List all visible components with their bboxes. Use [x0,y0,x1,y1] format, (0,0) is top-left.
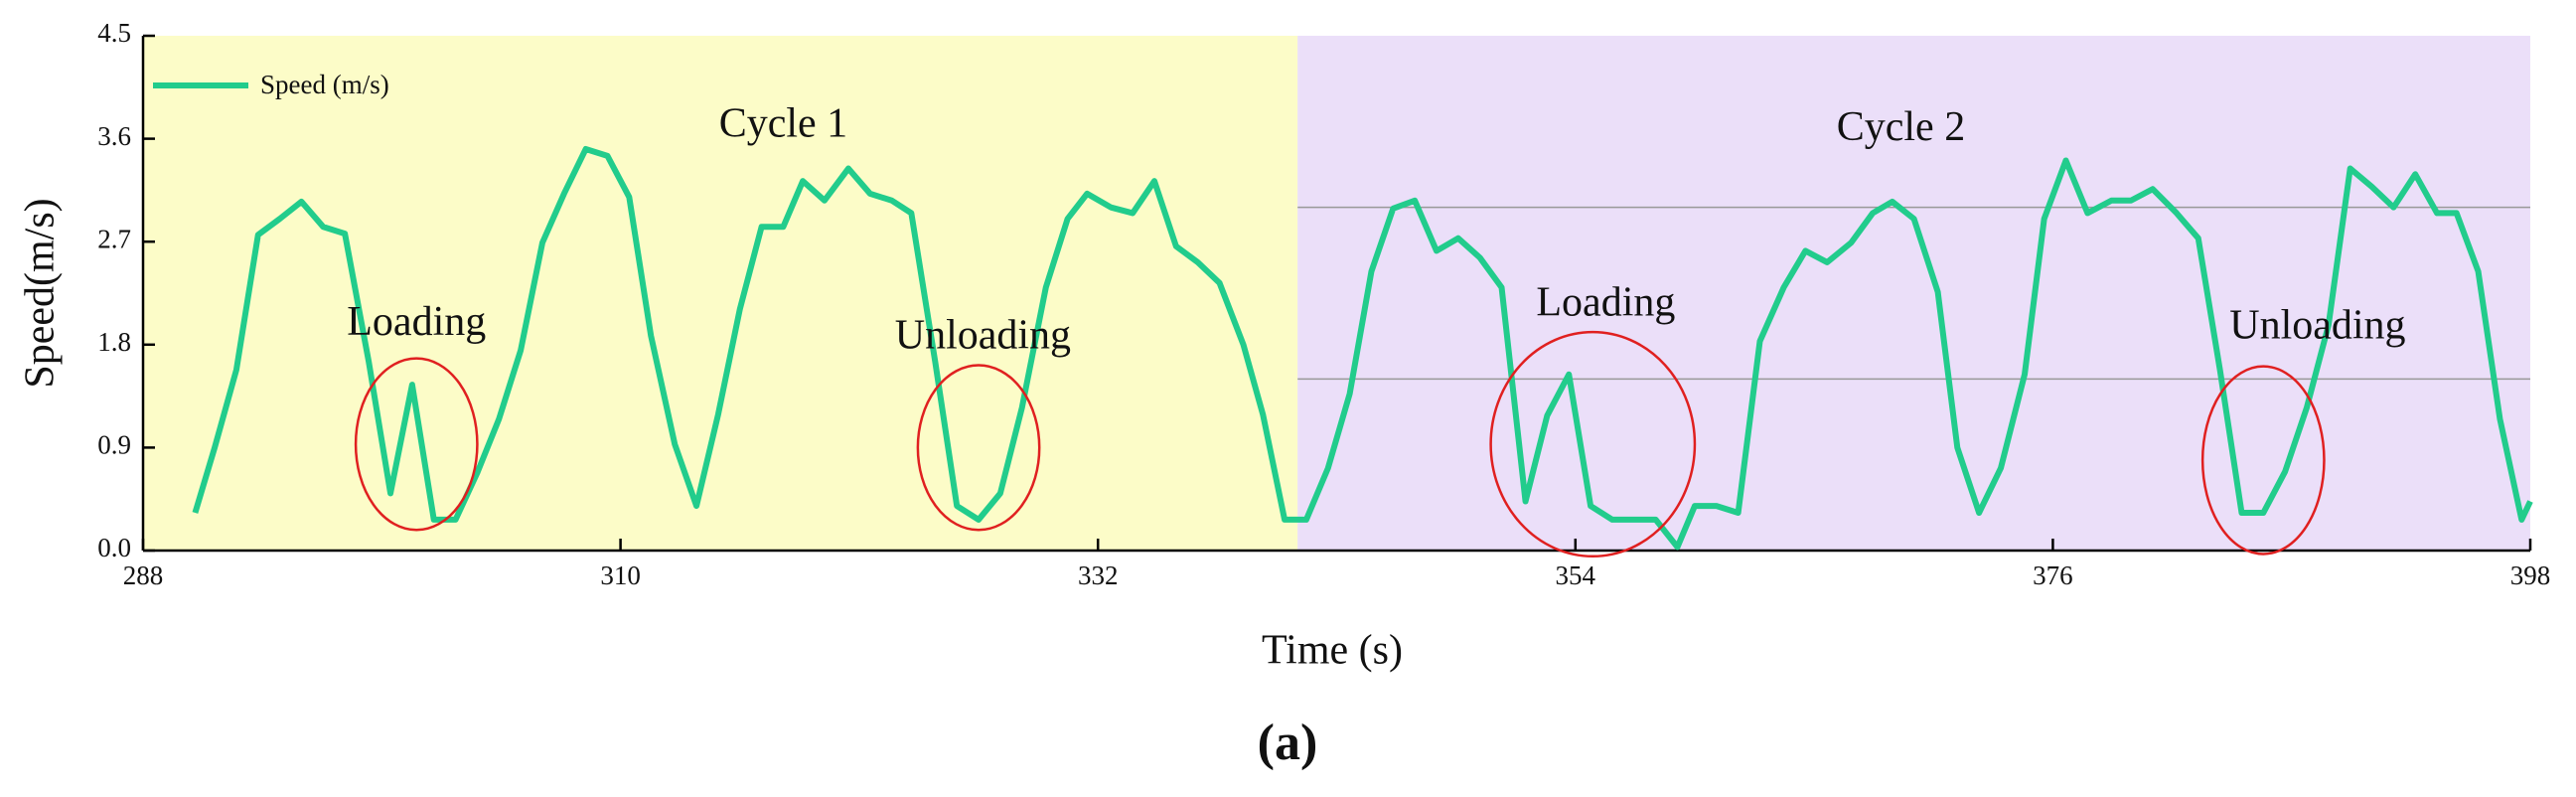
y-tick-label: 4.5 [97,18,131,48]
highlight-ellipse [2200,365,2326,556]
x-tick-label: 354 [1556,560,1596,590]
highlight-ellipse [1489,330,1697,558]
x-tick-label: 332 [1078,560,1119,590]
y-tick-label: 2.7 [97,224,131,253]
x-axis-title: Time (s) [1262,628,1403,674]
annotation: Loading [1536,279,1675,325]
y-tick-label: 0.0 [97,533,131,562]
highlight-ellipse [354,357,479,532]
cycle-region [143,36,1298,551]
region-label: Cycle 1 [719,101,847,147]
annotation: Unloading [895,313,1071,359]
highlight-ellipse [916,364,1041,532]
caption: (a) [1258,715,1318,771]
legend-label: Speed (m/s) [260,70,389,99]
y-tick-label: 3.6 [97,121,131,151]
y-axis-title: Speed(m/s) [18,198,64,388]
y-tick-label: 1.8 [97,327,131,357]
y-tick-label: 0.9 [97,430,131,460]
annotation: Unloading [2229,302,2405,348]
x-tick-label: 288 [123,560,164,590]
x-tick-label: 376 [2033,560,2073,590]
annotation: Loading [347,299,486,345]
region-label: Cycle 2 [1837,104,1965,150]
speed-line [192,145,2533,551]
x-tick-label: 310 [600,560,641,590]
x-tick-label: 398 [2510,560,2551,590]
